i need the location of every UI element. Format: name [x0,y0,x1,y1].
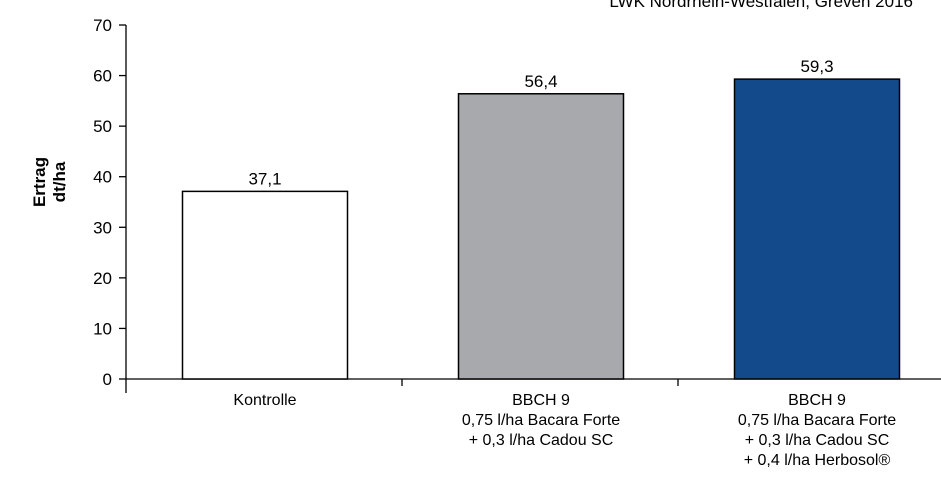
x-category-label: Kontrolle [233,392,296,409]
x-category-label: + 0,4 l/ha Herbosol® [744,452,891,469]
bar [457,93,625,380]
y-tick-label: 20 [93,269,112,288]
data-label: 37,1 [248,169,281,188]
x-category-label: 0,75 l/ha Bacara Forte [462,412,620,429]
bar [733,78,901,380]
x-category-label: + 0,3 l/ha Cadou SC [469,432,614,449]
data-label: 59,3 [800,57,833,76]
chart-subtitle: LWK Nordrhein-Westfalen, Greven 2016 [609,0,913,11]
y-tick-label: 60 [93,67,112,86]
x-category-label: BBCH 9 [788,392,846,409]
y-tick-label: 0 [103,370,112,389]
y-tick-label: 50 [93,117,112,136]
x-category-label: BBCH 9 [512,392,570,409]
x-category-label: 0,75 l/ha Bacara Forte [738,412,896,429]
y-tick-label: 30 [93,218,112,237]
y-tick-label: 70 [93,16,112,35]
data-label: 56,4 [524,72,557,91]
y-tick-label: 10 [93,319,112,338]
bar [181,190,349,380]
y-tick-label: 40 [93,168,112,187]
x-category-label: + 0,3 l/ha Cadou SC [745,432,890,449]
